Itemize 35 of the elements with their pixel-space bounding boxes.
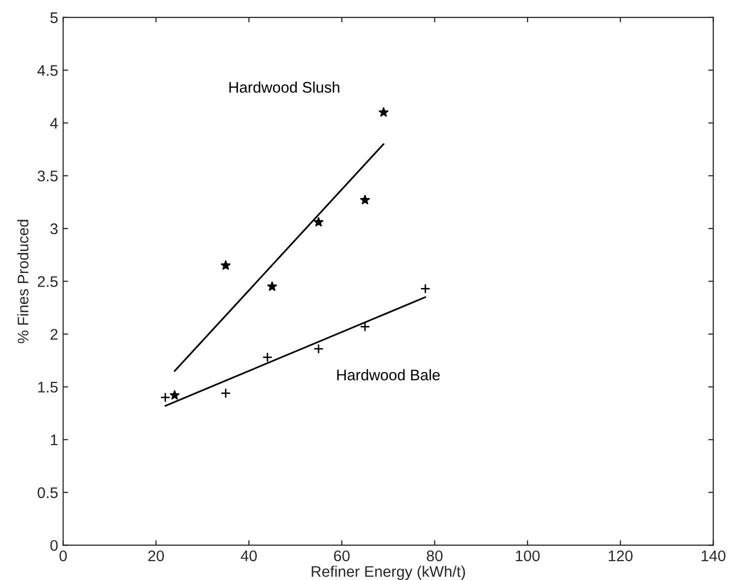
point <box>360 322 370 332</box>
x-axis-title: Refiner Energy (kWh/t) <box>312 566 465 580</box>
y-tick-label: 5 <box>50 12 58 24</box>
point <box>160 392 170 403</box>
point <box>170 390 180 400</box>
point <box>220 260 231 270</box>
y-axis-title: % Fines Produced <box>17 220 28 344</box>
point <box>378 107 388 117</box>
point <box>220 388 231 398</box>
point <box>267 281 277 291</box>
y-tick-label: 4.5 <box>37 65 58 76</box>
x-tick-label: 60 <box>334 550 350 562</box>
y-tick-label: 1 <box>50 434 58 446</box>
x-tick-label: 40 <box>240 550 257 562</box>
y-tick-label: 0 <box>50 540 58 551</box>
x-tick-label: 140 <box>702 550 726 562</box>
y-tick-label: 2.5 <box>38 276 58 287</box>
point <box>360 194 370 204</box>
y-tick-label: 0.5 <box>38 487 58 498</box>
y-tick-label: 2 <box>50 328 58 340</box>
x-tick-label: 0 <box>60 550 67 562</box>
y-tick-label: 1.5 <box>38 382 58 393</box>
point <box>262 352 273 362</box>
point <box>420 284 430 294</box>
y-tick-label: 4 <box>50 118 58 128</box>
point <box>313 344 324 354</box>
series-label: Hardwood Bale <box>337 369 440 380</box>
text: Hardwood Slush <box>229 82 340 93</box>
point <box>314 217 324 226</box>
x-tick-label: 20 <box>148 550 164 562</box>
x-tick-label: 120 <box>608 550 633 562</box>
y-tick-label: 3.5 <box>38 170 58 182</box>
x-tick-label: 80 <box>426 550 443 562</box>
y-tick-label: 3 <box>50 223 58 234</box>
x-tick-label: 100 <box>516 550 540 562</box>
